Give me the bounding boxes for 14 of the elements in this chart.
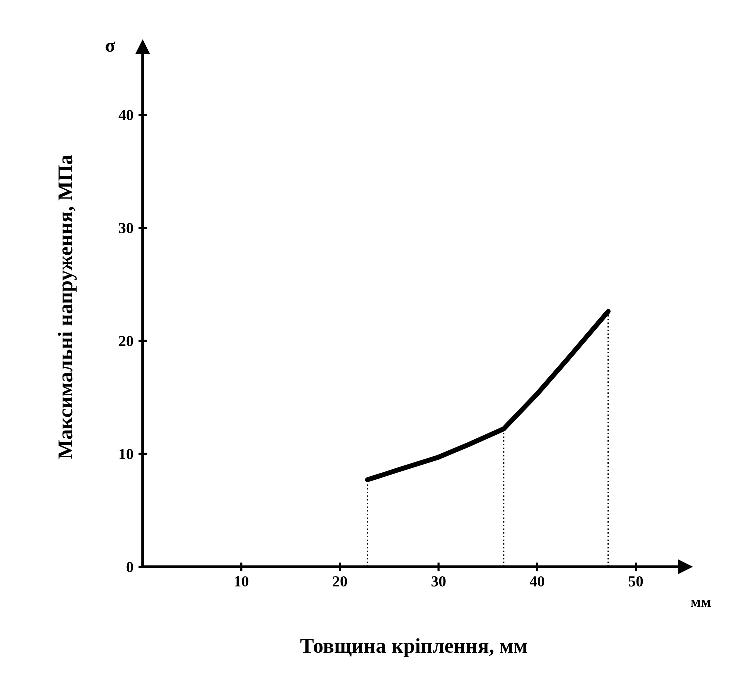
text: σ (106, 42, 116, 52)
x-axis-title: Товщина кріплення, мм (300, 638, 528, 658)
y-tick-label: 0 (126, 562, 134, 572)
x-tick-label: 50 (629, 576, 644, 587)
text: мм (691, 600, 712, 608)
x-tick-label: 40 (530, 576, 544, 587)
x-tick-label: 30 (432, 576, 446, 587)
x-tick-label: 20 (333, 576, 348, 587)
x-tick-label: 10 (235, 576, 249, 587)
y-axis-title: Максимальні напруження, МПа (58, 155, 77, 460)
y-tick-label: 10 (120, 449, 134, 460)
y-tick-label: 20 (119, 336, 134, 346)
y-tick-label: 40 (118, 110, 134, 120)
y-tick-label: 30 (119, 223, 134, 234)
